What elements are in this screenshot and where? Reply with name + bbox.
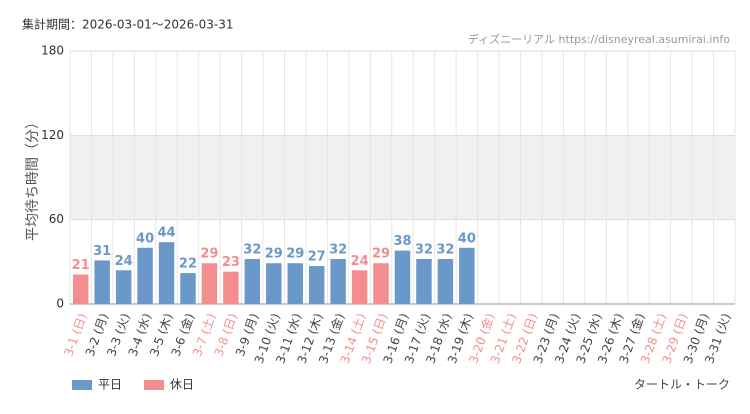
bar xyxy=(330,259,346,304)
value-label: 29 xyxy=(265,247,283,262)
bar xyxy=(459,247,475,304)
value-label: 22 xyxy=(179,257,197,272)
bar xyxy=(308,266,325,304)
value-label: 29 xyxy=(200,247,218,262)
shaded-band xyxy=(70,135,735,220)
legend-swatch xyxy=(144,380,164,390)
y-tick-label: 180 xyxy=(41,44,64,58)
value-label: 40 xyxy=(458,231,476,246)
source: ディズニーリアル https://disneyreal.asumirai.inf… xyxy=(468,32,730,46)
value-label: 24 xyxy=(351,254,369,269)
bar xyxy=(373,263,389,304)
legend-label: 休日 xyxy=(170,378,194,392)
legend-label: 平日 xyxy=(98,378,122,392)
bar xyxy=(416,259,432,304)
value-label: 40 xyxy=(136,231,154,246)
value-label: 29 xyxy=(372,247,390,262)
value-label: 32 xyxy=(415,243,433,258)
period: 集計期間：2026-03-01～2026-03-31 xyxy=(22,17,233,32)
footer: タートル・トーク xyxy=(634,378,730,392)
value-label: 44 xyxy=(157,226,175,241)
bar xyxy=(394,250,411,304)
bar xyxy=(201,263,218,304)
bar xyxy=(244,259,261,304)
value-label: 23 xyxy=(222,255,240,270)
value-label: 32 xyxy=(436,243,454,258)
bar xyxy=(73,274,89,304)
bar xyxy=(115,270,132,304)
y-tick-label: 120 xyxy=(41,128,64,142)
value-label: 31 xyxy=(93,244,111,259)
bar xyxy=(158,242,175,304)
legend-swatch xyxy=(72,380,92,390)
value-label: 21 xyxy=(72,258,90,273)
bar xyxy=(351,270,368,304)
bar xyxy=(94,260,110,304)
bar xyxy=(223,271,239,304)
bar xyxy=(287,263,303,304)
bar xyxy=(437,259,454,304)
y-tick-label: 60 xyxy=(49,212,64,226)
bar xyxy=(180,273,196,304)
value-label: 32 xyxy=(243,243,261,258)
value-label: 32 xyxy=(329,243,347,258)
y-tick-label: 0 xyxy=(56,297,64,311)
value-label: 27 xyxy=(308,250,326,265)
y-axis-label: 平均待ち時間（分） xyxy=(25,115,41,241)
value-label: 38 xyxy=(393,234,411,249)
bar xyxy=(266,263,282,304)
value-label: 29 xyxy=(286,247,304,262)
bar xyxy=(137,247,153,304)
value-label: 24 xyxy=(115,254,133,269)
